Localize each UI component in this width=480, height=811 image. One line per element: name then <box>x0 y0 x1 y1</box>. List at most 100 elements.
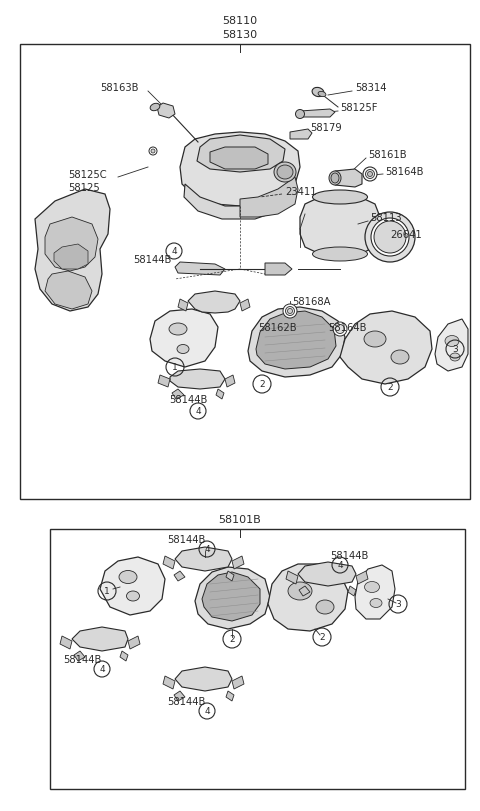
Polygon shape <box>240 299 250 311</box>
Ellipse shape <box>288 309 292 314</box>
Ellipse shape <box>286 307 295 316</box>
Text: 58144B: 58144B <box>167 696 205 706</box>
Polygon shape <box>72 627 128 651</box>
Text: 58144B: 58144B <box>167 534 205 544</box>
Ellipse shape <box>288 582 312 600</box>
Ellipse shape <box>374 221 406 254</box>
Ellipse shape <box>333 323 347 337</box>
Text: 4: 4 <box>99 665 105 674</box>
Polygon shape <box>240 178 298 217</box>
Text: 4: 4 <box>204 706 210 715</box>
Polygon shape <box>128 636 140 649</box>
Bar <box>50 530 465 789</box>
Polygon shape <box>45 217 98 272</box>
Polygon shape <box>286 571 298 584</box>
Text: 23411: 23411 <box>285 187 317 197</box>
Ellipse shape <box>283 305 297 319</box>
Ellipse shape <box>329 172 341 186</box>
Text: 58164B: 58164B <box>385 167 423 177</box>
Ellipse shape <box>119 571 137 584</box>
Polygon shape <box>216 389 224 400</box>
Polygon shape <box>335 169 362 188</box>
Polygon shape <box>202 573 260 621</box>
Ellipse shape <box>368 172 372 178</box>
Polygon shape <box>170 370 225 389</box>
Polygon shape <box>348 586 356 596</box>
Ellipse shape <box>364 581 380 593</box>
Ellipse shape <box>365 170 374 179</box>
Polygon shape <box>435 320 468 371</box>
Polygon shape <box>268 564 348 631</box>
Ellipse shape <box>370 599 382 607</box>
Text: 2: 2 <box>259 380 265 389</box>
Text: 58125: 58125 <box>68 182 100 193</box>
Text: 4: 4 <box>171 247 177 256</box>
Polygon shape <box>54 245 88 270</box>
Ellipse shape <box>274 163 296 182</box>
Ellipse shape <box>312 88 324 97</box>
Text: 58164B: 58164B <box>328 323 367 333</box>
Polygon shape <box>163 556 175 569</box>
Polygon shape <box>298 562 356 586</box>
Polygon shape <box>35 190 110 311</box>
Bar <box>20 45 470 500</box>
Text: 58125C: 58125C <box>68 169 107 180</box>
Polygon shape <box>265 264 292 276</box>
Polygon shape <box>299 586 310 596</box>
Text: 58110
58130: 58110 58130 <box>222 16 258 40</box>
Polygon shape <box>300 109 335 118</box>
Polygon shape <box>355 565 395 620</box>
Ellipse shape <box>296 110 304 119</box>
Ellipse shape <box>149 148 157 156</box>
Text: 58125F: 58125F <box>340 103 377 113</box>
Polygon shape <box>195 568 270 629</box>
Polygon shape <box>74 651 85 661</box>
Text: 58162B: 58162B <box>258 323 297 333</box>
Text: 26641: 26641 <box>390 230 422 240</box>
Ellipse shape <box>177 345 189 354</box>
Polygon shape <box>60 636 72 649</box>
Text: 58144B: 58144B <box>63 654 101 664</box>
Text: 1: 1 <box>172 363 178 372</box>
Ellipse shape <box>127 591 140 601</box>
Text: 58161B: 58161B <box>368 150 407 160</box>
Ellipse shape <box>277 165 293 180</box>
Text: 58101B: 58101B <box>218 514 262 525</box>
Polygon shape <box>340 311 432 384</box>
Ellipse shape <box>312 247 368 262</box>
Text: 3: 3 <box>452 345 458 354</box>
Polygon shape <box>120 651 128 661</box>
Polygon shape <box>197 135 285 173</box>
Text: 4: 4 <box>195 407 201 416</box>
Ellipse shape <box>450 354 460 362</box>
Ellipse shape <box>364 332 386 348</box>
Polygon shape <box>100 557 165 616</box>
Ellipse shape <box>150 104 160 112</box>
Polygon shape <box>174 691 185 702</box>
Ellipse shape <box>371 219 409 257</box>
Text: 58168A: 58168A <box>292 297 331 307</box>
Text: 58144B: 58144B <box>133 255 171 264</box>
Polygon shape <box>158 375 170 388</box>
Ellipse shape <box>336 325 345 334</box>
Polygon shape <box>175 667 232 691</box>
Polygon shape <box>226 571 234 581</box>
Ellipse shape <box>363 168 377 182</box>
Text: 1: 1 <box>104 587 110 596</box>
Text: 4: 4 <box>204 545 210 554</box>
Ellipse shape <box>331 174 339 184</box>
Polygon shape <box>356 571 368 584</box>
Ellipse shape <box>391 350 409 365</box>
Text: 2: 2 <box>319 633 325 642</box>
Polygon shape <box>226 691 234 702</box>
Text: 4: 4 <box>337 561 343 570</box>
Ellipse shape <box>151 150 155 154</box>
Polygon shape <box>175 547 232 571</box>
Ellipse shape <box>318 92 326 97</box>
Text: 58179: 58179 <box>310 122 342 133</box>
Polygon shape <box>300 198 380 255</box>
Ellipse shape <box>312 191 368 204</box>
Text: 58163B: 58163B <box>100 83 139 93</box>
Text: 58314: 58314 <box>355 83 386 93</box>
Polygon shape <box>150 310 218 367</box>
